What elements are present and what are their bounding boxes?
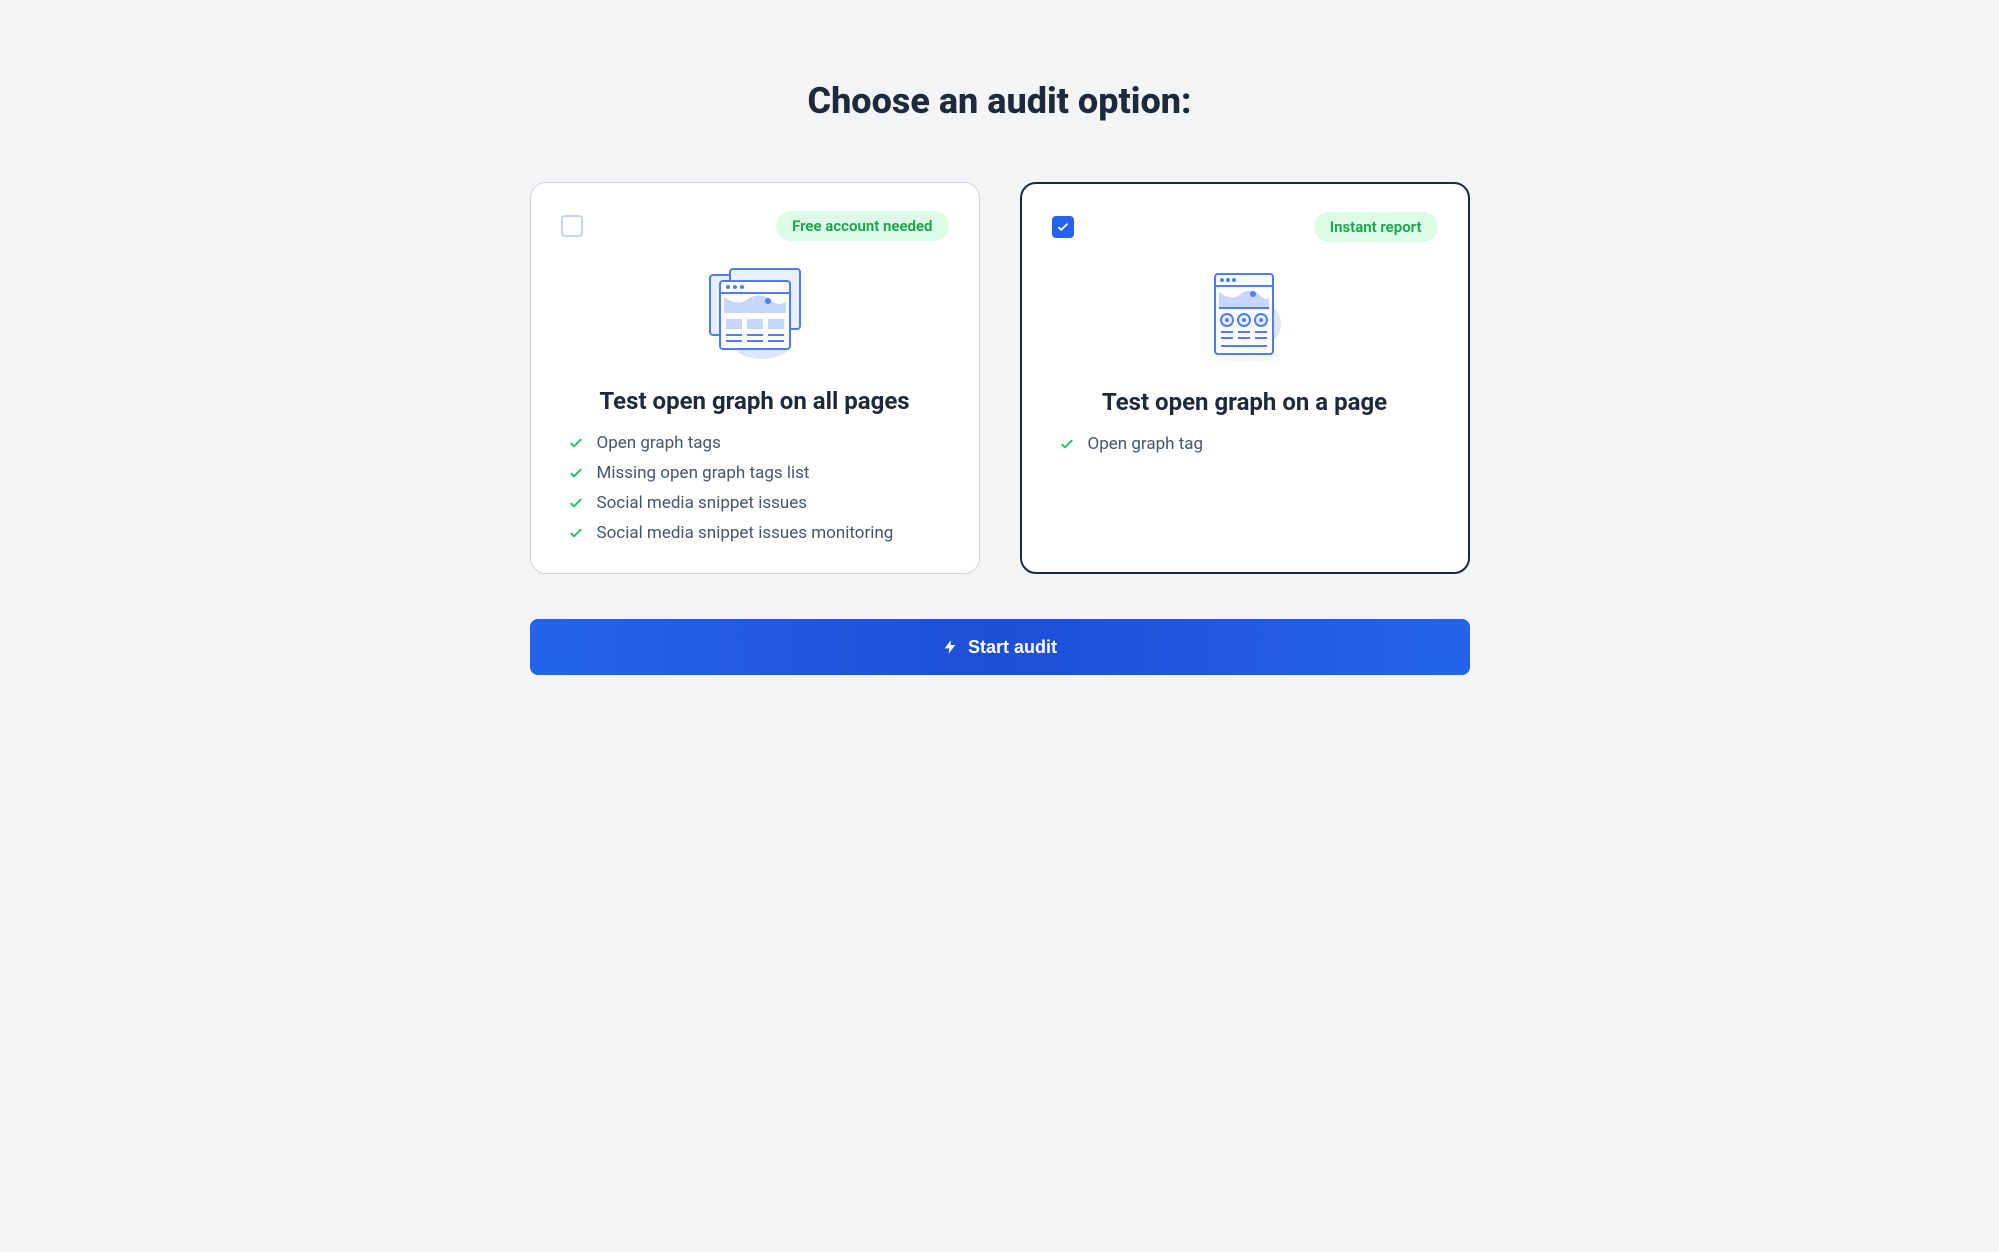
feature-label: Social media snippet issues bbox=[597, 493, 808, 513]
option-checkbox-single-page[interactable] bbox=[1052, 216, 1074, 238]
feature-item: Open graph tags bbox=[567, 433, 943, 453]
feature-label: Open graph tag bbox=[1088, 434, 1204, 454]
option-cards-row: Free account needed bbox=[340, 182, 1660, 574]
start-audit-button[interactable]: Start audit bbox=[530, 619, 1470, 675]
feature-label: Social media snippet issues monitoring bbox=[597, 523, 894, 543]
page-title: Choose an audit option: bbox=[340, 80, 1660, 122]
feature-label: Missing open graph tags list bbox=[597, 463, 810, 483]
checkmark-icon bbox=[567, 464, 585, 482]
features-list-all-pages: Open graph tags Missing open graph tags … bbox=[561, 433, 949, 543]
option-card-all-pages[interactable]: Free account needed bbox=[530, 182, 980, 574]
audit-option-page: Choose an audit option: Free account nee… bbox=[300, 0, 1700, 1252]
card-top-row: Instant report bbox=[1052, 212, 1438, 242]
feature-label: Open graph tags bbox=[597, 433, 721, 453]
card-title-all-pages: Test open graph on all pages bbox=[561, 387, 949, 415]
card-title-single-page: Test open graph on a page bbox=[1052, 388, 1438, 416]
card-top-row: Free account needed bbox=[561, 211, 949, 241]
checkmark-icon bbox=[567, 434, 585, 452]
cta-row: Start audit bbox=[340, 619, 1660, 675]
start-audit-label: Start audit bbox=[968, 637, 1057, 658]
bolt-icon bbox=[942, 638, 958, 656]
feature-item: Missing open graph tags list bbox=[567, 463, 943, 483]
option-card-single-page[interactable]: Instant report bbox=[1020, 182, 1470, 574]
badge-instant-report: Instant report bbox=[1314, 212, 1438, 242]
checkmark-icon bbox=[567, 524, 585, 542]
feature-item: Social media snippet issues bbox=[567, 493, 943, 513]
badge-free-account: Free account needed bbox=[776, 211, 948, 241]
feature-item: Social media snippet issues monitoring bbox=[567, 523, 943, 543]
illustration-single-page bbox=[1052, 260, 1438, 370]
illustration-multi-pages bbox=[561, 259, 949, 369]
multi-pages-icon bbox=[700, 267, 810, 362]
feature-item: Open graph tag bbox=[1058, 434, 1432, 454]
single-page-icon bbox=[1195, 268, 1295, 363]
features-list-single-page: Open graph tag bbox=[1052, 434, 1438, 454]
check-icon bbox=[1056, 220, 1070, 234]
checkmark-icon bbox=[1058, 435, 1076, 453]
option-checkbox-all-pages[interactable] bbox=[561, 215, 583, 237]
checkmark-icon bbox=[567, 494, 585, 512]
